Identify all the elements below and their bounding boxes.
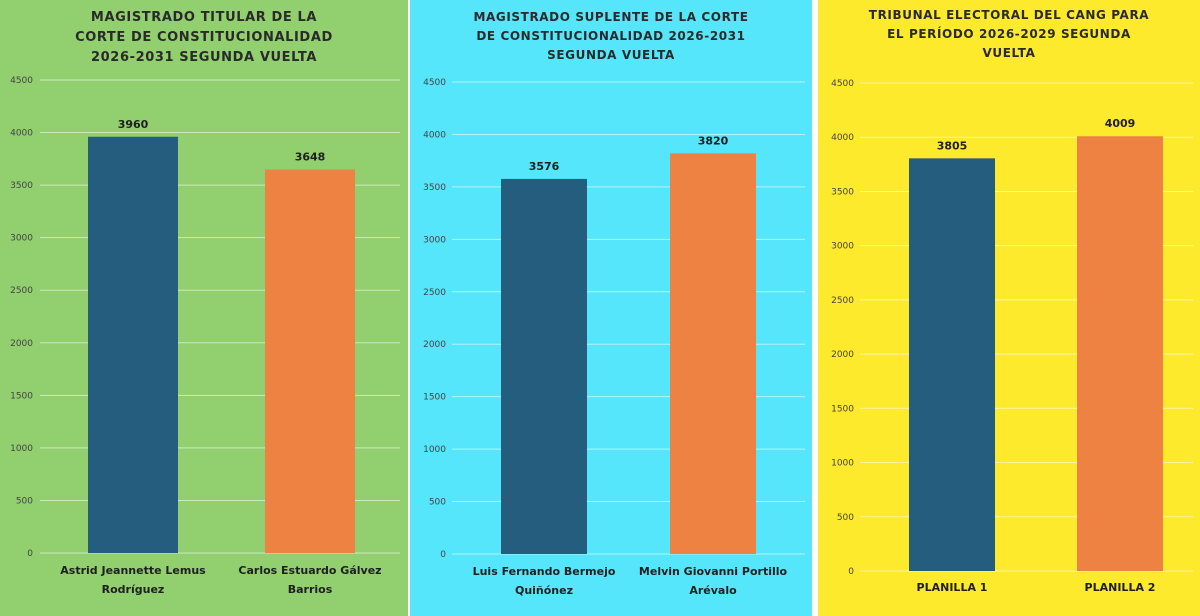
y-tick-label: 4500 [831,79,854,89]
y-tick-label: 4500 [423,78,446,88]
chart-title-line: DE CONSTITUCIONALIDAD 2026-2031 [476,29,746,43]
chart-title-line: CORTE DE CONSTITUCIONALIDAD [75,30,333,45]
category-label: Barrios [288,583,333,596]
data-label: 3648 [295,151,326,164]
category-label: Rodríguez [102,583,165,596]
category-label: Melvin Giovanni Portillo [639,565,788,578]
bar [1077,136,1163,571]
y-tick-label: 1000 [10,444,33,454]
chart-panel-suplente: MAGISTRADO SUPLENTE DE LA CORTE DE CONST… [410,0,812,616]
y-tick-label: 2500 [10,286,33,296]
y-tick-label: 0 [440,550,446,560]
y-tick-label: 2000 [831,350,854,360]
y-tick-label: 3500 [831,187,854,197]
y-tick-label: 3500 [423,183,446,193]
y-tick-label: 0 [27,549,33,559]
y-tick-label: 4500 [10,76,33,86]
chart-title-line: SEGUNDA VUELTA [547,48,675,62]
bar-chart-suplente: 0 500 1000 1500 2000 2500 3000 3500 4000 4500 3576… [423,78,805,597]
chart-title: MAGISTRADO SUPLENTE DE LA CORTE DE CONST… [410,8,812,65]
data-label: 3820 [698,134,729,147]
chart-title: MAGISTRADO TITULAR DE LA CORTE DE CONSTI… [0,8,408,68]
category-label: PLANILLA 1 [917,581,988,594]
y-tick-label: 0 [848,567,854,577]
y-tick-label: 2000 [423,340,446,350]
y-tick-label: 4000 [423,130,446,140]
chart-title-line: 2026-2031 SEGUNDA VUELTA [91,50,317,65]
chart-panel-tribunal: TRIBUNAL ELECTORAL DEL CANG PARA EL PERÍ… [818,0,1200,616]
y-tick-label: 4000 [831,133,854,143]
category-label: Arévalo [689,584,737,597]
y-tick-label: 1500 [831,404,854,414]
y-tick-label: 3000 [10,234,33,244]
bar-chart-tribunal: 0 500 1000 1500 2000 2500 3000 3500 4000 4500 3805… [831,79,1193,594]
category-label: PLANILLA 2 [1085,581,1156,594]
y-tick-label: 2500 [423,288,446,298]
data-label: 3805 [937,139,968,152]
bar [909,158,995,571]
bar [265,169,355,553]
chart-title-line: EL PERÍODO 2026-2029 SEGUNDA [887,27,1131,41]
y-tick-label: 1500 [10,391,33,401]
bar [670,153,756,554]
chart-panel-titular: MAGISTRADO TITULAR DE LA CORTE DE CONSTI… [0,0,408,616]
chart-title-line: MAGISTRADO TITULAR DE LA [90,10,318,25]
chart-title-line: MAGISTRADO SUPLENTE DE LA CORTE [473,10,749,24]
y-tick-label: 500 [16,496,33,506]
bar [88,136,178,553]
bar [501,178,587,554]
y-tick-label: 500 [837,513,854,523]
y-tick-label: 1500 [423,393,446,403]
chart-title: TRIBUNAL ELECTORAL DEL CANG PARA EL PERÍ… [818,6,1200,63]
category-label: Astrid Jeannette Lemus [60,564,206,577]
chart-title-line: TRIBUNAL ELECTORAL DEL CANG PARA [868,8,1150,22]
y-tick-label: 3000 [423,235,446,245]
bar-chart-titular: 0 500 1000 1500 2000 2500 3000 3500 4000 4500 3960… [10,76,400,596]
y-tick-label: 3000 [831,242,854,252]
y-tick-label: 2000 [10,339,33,349]
y-tick-label: 1000 [423,445,446,455]
data-label: 3576 [529,160,560,173]
y-tick-label: 3500 [10,181,33,191]
y-tick-label: 500 [429,498,446,508]
data-label: 3960 [118,118,149,131]
category-label: Luis Fernando Bermejo [473,565,616,578]
chart-title-line: VUELTA [982,46,1036,60]
y-tick-label: 4000 [10,129,33,139]
y-tick-label: 1000 [831,459,854,469]
category-label: Carlos Estuardo Gálvez [238,564,381,577]
y-tick-label: 2500 [831,296,854,306]
category-label: Quiñónez [515,584,573,597]
data-label: 4009 [1105,117,1136,130]
